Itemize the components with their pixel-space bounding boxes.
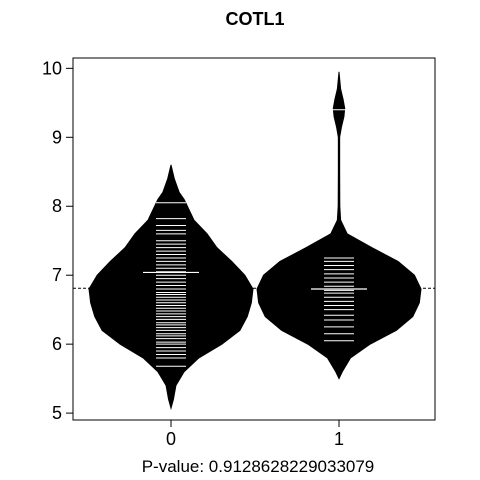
plot-frame xyxy=(72,57,436,421)
y-tick-label: 9 xyxy=(52,127,62,147)
chart-title: COTL1 xyxy=(225,9,284,29)
y-tick-label: 8 xyxy=(52,196,62,216)
y-tick-label: 7 xyxy=(52,265,62,285)
y-tick-label: 5 xyxy=(52,403,62,423)
y-tick-label: 10 xyxy=(42,58,62,78)
bean-shape-0 xyxy=(88,164,254,411)
x-tick-label: 1 xyxy=(334,429,344,449)
plot-area: 5 6 7 8 9 10 0 1 xyxy=(42,57,436,449)
x-axis-label: P-value: 0.9128628229033079 xyxy=(142,457,375,476)
y-tick-label: 6 xyxy=(52,334,62,354)
bean-shape-1 xyxy=(256,71,422,380)
x-tick-label: 0 xyxy=(166,429,176,449)
